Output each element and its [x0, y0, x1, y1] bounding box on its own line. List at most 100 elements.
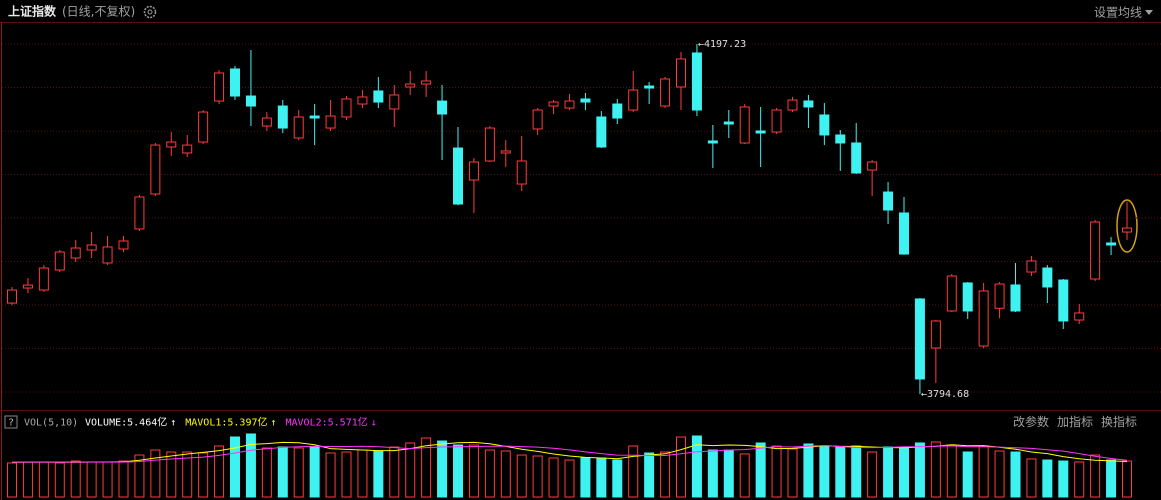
candle [357, 90, 368, 109]
volume-bar [405, 442, 416, 498]
candle-body [516, 160, 527, 185]
toolbar-button[interactable]: 加指标 [1057, 414, 1093, 429]
ma-settings[interactable]: 设置均线 [1094, 6, 1142, 20]
volume-bar [787, 448, 798, 498]
candle-body [1106, 242, 1117, 246]
candle [787, 96, 798, 113]
candle-body [978, 290, 989, 347]
volume-bar [532, 455, 543, 498]
candle-body [70, 247, 81, 259]
candle [946, 274, 957, 313]
volume-bar [962, 451, 973, 498]
candle [70, 240, 81, 263]
toolbar-button[interactable]: 改参数 [1013, 414, 1049, 429]
volume-bar [166, 451, 177, 498]
volume-bar [564, 459, 575, 498]
annotation-value: 3794.68 [927, 389, 969, 400]
candle-body [564, 100, 575, 109]
help-icon[interactable]: ? [8, 418, 14, 429]
volume-bar [214, 445, 225, 498]
candle-body [723, 121, 734, 125]
volume-bar [771, 445, 782, 498]
help-box[interactable] [4, 415, 18, 429]
candle-body [484, 127, 495, 162]
candle [628, 70, 639, 113]
volume-bar [914, 442, 925, 498]
candle [1122, 202, 1132, 241]
candle [102, 236, 113, 266]
volume-bar [1058, 460, 1069, 498]
candle-body [819, 114, 830, 136]
gear[interactable] [143, 5, 157, 19]
volume-bar [691, 435, 702, 498]
candle-body [1058, 279, 1069, 322]
candle-body [691, 52, 702, 111]
candle-body [883, 191, 894, 211]
candle-body [261, 117, 272, 127]
volume-bar [580, 457, 591, 498]
highlight-ellipse [1116, 199, 1138, 253]
candle-body [994, 283, 1005, 309]
volume-bar [676, 436, 686, 498]
annotation-arrow: ← [698, 39, 704, 50]
candle-body [198, 111, 209, 143]
volume-bar [1010, 451, 1021, 498]
candle-body [899, 212, 909, 255]
volume-bar [755, 442, 766, 498]
toolbar-button[interactable]: 换指标 [1101, 414, 1137, 429]
candle-body [851, 142, 862, 174]
candle [978, 282, 989, 349]
candle [755, 106, 766, 167]
volume-bar [835, 446, 846, 498]
volume-bar [86, 461, 97, 498]
volume-bar [978, 445, 989, 498]
candle [118, 236, 129, 253]
candle-body [22, 284, 33, 289]
candle-body [405, 83, 416, 88]
candle [851, 122, 862, 175]
candle [1090, 220, 1101, 281]
candle [22, 278, 33, 294]
volume-bar [70, 460, 81, 498]
candle [261, 112, 272, 131]
candle-body [134, 196, 145, 230]
gear-hub [147, 9, 153, 15]
volume-bar [1122, 460, 1132, 498]
volume-bar [437, 440, 448, 498]
volume-bar [500, 450, 511, 498]
candle [421, 70, 432, 97]
candle [612, 98, 623, 125]
candle [405, 70, 416, 95]
volume-bar [994, 450, 1005, 498]
candle-body [214, 72, 225, 102]
candle [500, 140, 511, 167]
volume-bar [102, 461, 113, 498]
candle-body [357, 96, 368, 105]
volume-bar [739, 453, 750, 498]
volume-bar [389, 446, 400, 498]
volume-bar [293, 447, 304, 498]
candle-body [612, 103, 623, 119]
candle-body [293, 116, 304, 139]
volume-bar [309, 446, 320, 498]
volume-bar [54, 462, 65, 498]
candle-body [468, 161, 479, 181]
candle-body [437, 100, 448, 115]
volume-bar [453, 444, 463, 498]
candle-body [1090, 221, 1101, 280]
candle [580, 92, 591, 111]
settings-icon[interactable] [143, 5, 157, 19]
legend-arrow: ↓ [371, 418, 377, 429]
candle [230, 66, 240, 101]
volume-bar [182, 451, 193, 498]
candle [532, 108, 543, 135]
volume-bar [1042, 459, 1053, 498]
volume-bar [930, 441, 941, 498]
candle [389, 84, 400, 127]
volume-bar [516, 454, 527, 498]
candle-body [771, 109, 782, 133]
volume-bar [134, 454, 145, 498]
dropdown-caret[interactable] [1145, 10, 1153, 15]
chart-subtitle: (日线,不复权) [62, 5, 135, 19]
candle [596, 110, 607, 149]
